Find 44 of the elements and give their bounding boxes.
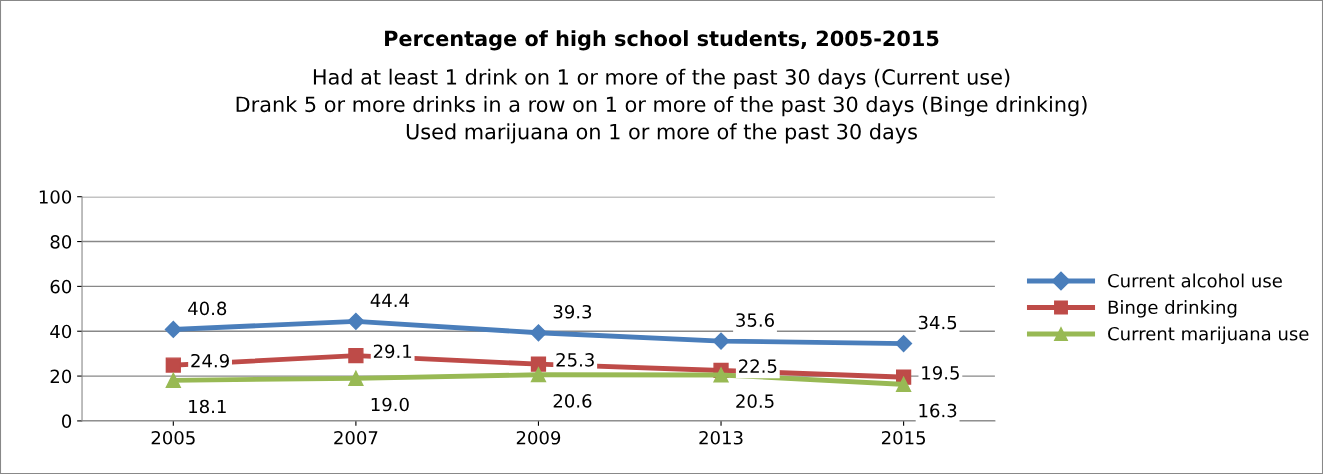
data-label: 20.6 bbox=[553, 394, 592, 408]
data-label: 24.9 bbox=[191, 353, 229, 368]
point bbox=[530, 367, 547, 383]
data-label: 29.1 bbox=[373, 344, 412, 359]
x-tick-label: 2007 bbox=[334, 430, 378, 445]
point bbox=[530, 356, 547, 372]
y-tick-label: 20 bbox=[50, 369, 72, 384]
data-label: 19.5 bbox=[922, 366, 959, 380]
data-label: 25.3 bbox=[556, 352, 594, 367]
data-label: 16.3 bbox=[919, 403, 957, 418]
point bbox=[713, 367, 729, 383]
point bbox=[348, 370, 364, 386]
data-label: 44.4 bbox=[370, 293, 409, 307]
x-tick-label: 2015 bbox=[881, 430, 926, 445]
data-label: 40.8 bbox=[188, 301, 227, 316]
data-label: 18.1 bbox=[189, 399, 226, 414]
point bbox=[165, 357, 181, 373]
legend-label: Current marijuana use bbox=[1108, 326, 1309, 345]
point bbox=[529, 324, 548, 342]
point bbox=[895, 376, 912, 393]
y-tick-label: 40 bbox=[50, 324, 72, 339]
point bbox=[895, 335, 913, 353]
data-label: 34.5 bbox=[918, 315, 957, 330]
data-label: 35.6 bbox=[736, 313, 774, 327]
legend-label: Binge drinking bbox=[1108, 300, 1237, 318]
data-label: 22.5 bbox=[739, 359, 777, 373]
point bbox=[348, 348, 364, 364]
x-tick-label: 2013 bbox=[699, 430, 743, 445]
x-tick-label: 2009 bbox=[516, 430, 561, 445]
point bbox=[347, 312, 365, 330]
chart-title: Percentage of high school students, 2005-2015 bbox=[385, 30, 939, 51]
point bbox=[165, 372, 181, 388]
y-tick-label: 0 bbox=[62, 414, 72, 429]
point bbox=[164, 320, 182, 338]
y-tick-label: 80 bbox=[50, 235, 72, 249]
point bbox=[712, 332, 730, 350]
y-tick-label: 60 bbox=[50, 279, 72, 294]
data-label: 19.0 bbox=[371, 397, 409, 412]
data-label: 39.3 bbox=[553, 304, 592, 319]
x-tick-label: 2005 bbox=[151, 430, 195, 445]
y-tick-label: 100 bbox=[39, 190, 72, 204]
data-label: 20.5 bbox=[736, 394, 774, 408]
chart-subtitle: Had at least 1 drink on 1 or more of the past 30 days (Current use) Drank 5 or more drinks in a row on 1 or more of the past 30 days (Binge drinking) Used marijuana on 1 or more of the past 30 days bbox=[236, 68, 1087, 144]
legend-label: Current alcohol use bbox=[1108, 273, 1282, 288]
